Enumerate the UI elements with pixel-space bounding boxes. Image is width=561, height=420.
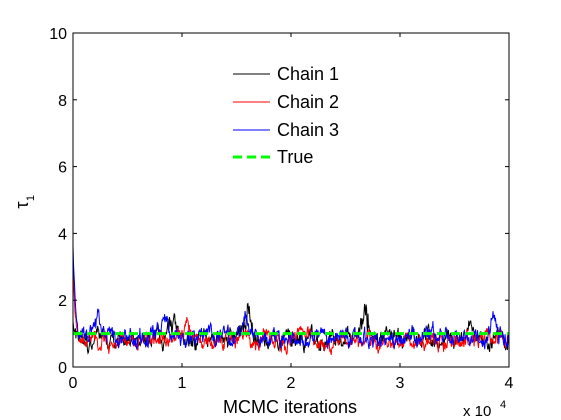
series-layer xyxy=(72,245,510,356)
series-line-chain-3 xyxy=(72,245,510,350)
x-axis-label: MCMC iterations xyxy=(223,397,357,417)
y-tick-label: 2 xyxy=(58,293,67,310)
y-tick-label: 10 xyxy=(49,26,67,43)
y-axis-label-symbol: τ xyxy=(12,201,32,208)
x-tick-label: 2 xyxy=(287,375,296,392)
y-tick-label: 6 xyxy=(58,160,67,177)
x-tick-label: 4 xyxy=(505,375,514,392)
legend-label-chain-2: Chain 2 xyxy=(277,92,339,112)
x-tick-label: 3 xyxy=(396,375,405,392)
x-axis-multiplier: x 10 4 xyxy=(463,399,506,420)
x-tick-label: 0 xyxy=(69,375,78,392)
x-axis-multiplier-base: x 10 xyxy=(463,403,491,420)
y-axis-label-subscript: 1 xyxy=(25,195,37,201)
legend-label-chain-1: Chain 1 xyxy=(277,64,339,84)
y-axis-label: τ 1 xyxy=(12,195,37,209)
legend: Chain 1 Chain 2 Chain 3 True xyxy=(233,64,339,167)
legend-label-chain-3: Chain 3 xyxy=(277,120,339,140)
y-tick-label: 4 xyxy=(58,226,67,243)
ticks-layer: 0 1 2 3 4 0 2 4 6 8 10 xyxy=(49,26,513,392)
x-tick-label: 1 xyxy=(178,375,187,392)
legend-label-true: True xyxy=(277,147,313,167)
x-axis-multiplier-exponent: 4 xyxy=(500,399,506,411)
y-tick-label: 0 xyxy=(58,360,67,377)
y-tick-label: 8 xyxy=(58,93,67,110)
